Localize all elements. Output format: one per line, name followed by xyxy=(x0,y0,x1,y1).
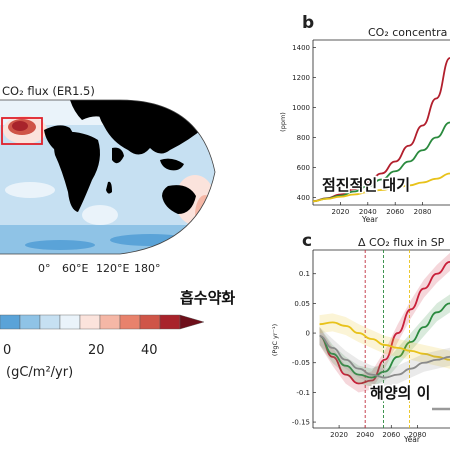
panel-c-annotation: 해양의 이 xyxy=(370,384,430,402)
panel-b-title: CO₂ concentra xyxy=(368,26,447,39)
colorbar xyxy=(0,314,205,330)
lon-tick-180: 180° xyxy=(134,262,161,275)
colorbar-arrow xyxy=(179,314,205,330)
panel-b: b CO₂ concentra 400 600 800 1000 1200 1400 20… xyxy=(279,13,450,224)
lon-tick-0: 0° xyxy=(38,262,51,275)
lon-tick-120e: 120°E xyxy=(96,262,129,275)
map-panel: CO₂ flux (ER1.5) xyxy=(0,84,235,380)
colorbar-segment xyxy=(79,314,101,330)
panel-b-x-ticks: 2020 2040 2060 2080 xyxy=(331,202,432,216)
colorbar-unit: (gC/m²/yr) xyxy=(6,365,73,380)
world-map xyxy=(0,100,215,254)
x-tick-label: 2080 xyxy=(408,431,426,439)
panel-c-xlabel: Year xyxy=(403,435,421,444)
y-tick-label: -0.1 xyxy=(296,389,310,397)
series-line xyxy=(319,302,450,379)
colorbar-segment xyxy=(99,314,121,330)
series-line xyxy=(319,321,450,361)
x-tick-label: 2020 xyxy=(331,208,349,216)
x-tick-label: 2020 xyxy=(330,431,348,439)
panel-c-lines xyxy=(319,250,450,428)
map-title: CO₂ flux (ER1.5) xyxy=(2,84,95,98)
series-line xyxy=(313,57,450,203)
colorbar-segment xyxy=(19,314,41,330)
x-tick-label: 2040 xyxy=(356,431,374,439)
panel-b-letter: b xyxy=(302,13,314,33)
y-tick-label: -0.15 xyxy=(292,419,310,427)
series-line xyxy=(313,172,450,203)
panel-b-lines xyxy=(313,57,450,203)
y-tick-label: 0.05 xyxy=(294,300,310,308)
panel-b-xlabel: Year xyxy=(361,215,379,224)
map-annotation: 흡수약화 xyxy=(180,289,235,307)
x-tick-label: 2080 xyxy=(414,208,432,216)
y-tick-label: 0.1 xyxy=(299,270,310,278)
panel-c-title: Δ CO₂ flux in SP xyxy=(358,236,445,249)
colorbar-tick-0: 0 xyxy=(3,343,11,358)
panel-c: c Δ CO₂ flux in SP 0.1 0.05 0 -0.05 -0.1 -0.1… xyxy=(271,231,450,444)
panel-c-letter: c xyxy=(302,231,312,251)
panel-b-y-ticks: 400 600 800 1000 1200 1400 xyxy=(292,44,316,202)
colorbar-segment xyxy=(39,314,61,330)
panel-b-annotation: 점진적인 대기 xyxy=(322,176,410,194)
x-tick-label: 2060 xyxy=(382,431,400,439)
series-line xyxy=(319,260,450,385)
colorbar-segment xyxy=(159,314,181,330)
y-tick-label: 1000 xyxy=(292,104,310,112)
x-tick-label: 2060 xyxy=(386,208,404,216)
y-tick-label: 600 xyxy=(297,164,310,172)
series-band xyxy=(319,252,450,393)
panel-c-y-ticks: 0.1 0.05 0 -0.05 -0.1 -0.15 xyxy=(292,270,316,427)
colorbar-tick-20: 20 xyxy=(88,343,105,358)
colorbar-segment xyxy=(0,314,21,330)
series-band xyxy=(319,327,450,387)
series-line xyxy=(319,335,450,379)
colorbar-segment xyxy=(119,314,141,330)
y-tick-label: 1400 xyxy=(292,44,310,52)
lon-tick-60e: 60°E xyxy=(62,262,88,275)
y-tick-label: 1200 xyxy=(292,74,310,82)
y-tick-label: -0.05 xyxy=(292,359,310,367)
y-tick-label: 0 xyxy=(306,330,310,338)
series-band xyxy=(319,313,450,369)
colorbar-tick-40: 40 xyxy=(141,343,158,358)
y-tick-label: 800 xyxy=(297,134,310,142)
panel-c-ylabel: (PgC yr⁻¹) xyxy=(271,324,279,356)
x-tick-label: 2040 xyxy=(359,208,377,216)
highlight-box xyxy=(1,117,43,145)
colorbar-segment xyxy=(59,314,81,330)
colorbar-segment xyxy=(139,314,161,330)
panel-b-ylabel: (ppm) xyxy=(279,112,287,132)
y-tick-label: 400 xyxy=(297,194,310,202)
